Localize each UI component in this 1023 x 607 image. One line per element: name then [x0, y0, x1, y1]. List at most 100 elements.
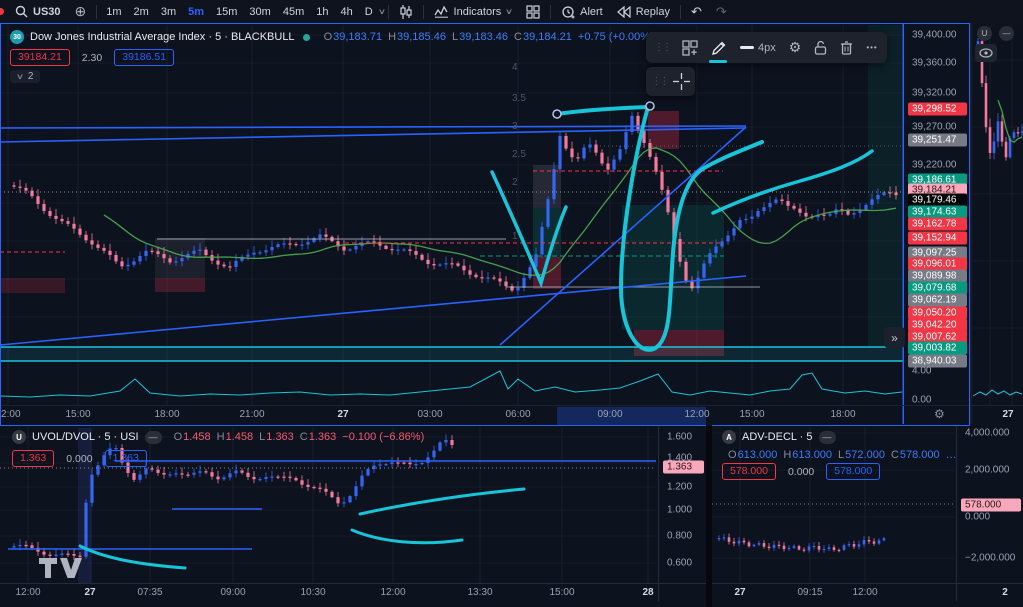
uvol-panel-title[interactable]: UVOL/DVOL · 5 · USI — [32, 431, 139, 443]
brush-v-shape[interactable] — [490, 170, 568, 289]
price-badge: 39,079.68 — [908, 281, 967, 295]
timeframe-3m[interactable]: 3m — [160, 5, 177, 18]
expand-scales-button[interactable]: » — [884, 327, 905, 348]
symbol-search-button[interactable]: US30 — [8, 0, 68, 23]
position-loss-zone-3[interactable] — [155, 278, 205, 292]
mini-collapse-button[interactable]: — — [999, 26, 1014, 41]
ask-price-box[interactable]: 39186.51 — [114, 49, 175, 66]
inline-scale-tick: 2.5 — [512, 149, 526, 160]
uvol-brush-3[interactable] — [358, 487, 526, 516]
price-badge: 39,062.19 — [908, 293, 967, 307]
collapsed-indicators-chip[interactable]: ∨ 2 — [10, 70, 41, 83]
crosshair-icon[interactable] — [672, 73, 690, 90]
timeframe-2m[interactable]: 2m — [133, 5, 149, 18]
time-tick: 18:00 — [154, 409, 180, 420]
drag-handle-icon[interactable]: ⋮⋮ — [651, 76, 669, 87]
alert-button[interactable]: Alert — [554, 0, 610, 23]
drag-handle-icon[interactable]: ⋮⋮ — [654, 42, 672, 53]
change-value: −0.100 (−6.86%) — [342, 431, 425, 443]
ohlc-key: O — [728, 449, 737, 461]
trend-line-upper-2[interactable] — [0, 127, 747, 143]
line-width-button[interactable]: 4px — [739, 40, 777, 56]
brush-color-button[interactable] — [709, 38, 728, 63]
timeframe-chevron-icon[interactable]: ∨ — [377, 7, 386, 16]
timeframe-1m[interactable]: 1m — [106, 5, 122, 18]
mini-time-axis[interactable]: 27 — [971, 405, 1023, 425]
add-symbol-button[interactable]: ⊕ — [74, 3, 87, 19]
main-chart-title[interactable]: Dow Jones Industrial Average Index · 5 ·… — [30, 31, 295, 43]
undo-button[interactable]: ↶ — [690, 3, 702, 19]
layout-button[interactable] — [519, 0, 547, 23]
ohlc-value: 39,184.21 — [522, 31, 572, 43]
time-tick: 13:30 — [467, 587, 493, 598]
drawing-handle-right[interactable] — [645, 101, 655, 111]
dow30-logo-icon: 30 — [10, 30, 24, 44]
timeframe-5m[interactable]: 5m — [188, 5, 205, 18]
price-badge: 39,298.52 — [908, 102, 967, 116]
main-time-axis[interactable]: ⚙ 12:00 15:00 18:00 21:00 27 03:00 06:00 09:00 1… — [0, 405, 969, 425]
lock-drawing-button[interactable] — [813, 38, 828, 57]
price-badge: 38,940.03 — [908, 354, 967, 368]
drawing-handle-left[interactable] — [552, 109, 562, 119]
uvol-ohlc-values: O1.458 H1.458 L1.363 C1.363 −0.100 (−6.86%) — [168, 431, 425, 443]
uvol-price-scale[interactable]: 1.600 1.400 1.363 1.200 1.000 0.800 0.600 — [658, 425, 707, 601]
timeframe-D[interactable]: D — [364, 5, 373, 18]
drawing-templates-button[interactable] — [681, 38, 699, 58]
uvol-time-axis[interactable]: 12:00 27 07:35 09:00 10:30 12:00 13:30 15:00 28 — [0, 583, 706, 603]
timeframe-15m[interactable]: 15m — [216, 5, 238, 18]
ohlc-value: 613.000 — [737, 449, 778, 461]
uvol-brush-1[interactable] — [78, 544, 187, 570]
brush-loop[interactable] — [618, 105, 764, 352]
indicators-button[interactable]: Indicators ∨ — [427, 0, 520, 23]
uvol-ask-box[interactable]: 1.363 — [104, 450, 147, 467]
uvol-hide-button[interactable]: — — [144, 430, 162, 444]
brush-horizontal-line[interactable] — [555, 105, 650, 116]
brush-swoosh[interactable] — [711, 149, 874, 215]
uvol-panel-legend[interactable]: U UVOL/DVOL · 5 · USI — O1.458 H1.458 L1.3… — [12, 430, 424, 444]
adv-price-scale[interactable]: 4,000.000 2,000.000 578.000 0.000 −2,000.000 — [956, 425, 1023, 601]
mini-symbol-badge[interactable]: U — [977, 26, 992, 41]
chart-style-button[interactable] — [392, 0, 420, 23]
price-tick: 0.800 — [667, 530, 693, 542]
axis-settings-gear-icon[interactable]: ⚙ — [934, 407, 945, 421]
time-tick: 28 — [642, 587, 654, 598]
mini-visibility-button[interactable] — [975, 44, 997, 62]
ohlc-key: C — [299, 431, 308, 443]
symbol-label: US30 — [33, 5, 61, 18]
redo-button[interactable]: ↷ — [715, 3, 727, 19]
price-badge: 39,089.98 — [908, 269, 967, 283]
adv-panel-title[interactable]: ADV-DECL · 5 — [742, 431, 813, 443]
toolbar-divider — [679, 4, 681, 19]
price-tick: 0.600 — [667, 557, 693, 569]
tradingview-logo[interactable] — [38, 556, 90, 585]
timeframe-30m[interactable]: 30m — [249, 5, 271, 18]
delete-drawing-button[interactable] — [839, 38, 854, 57]
timeframe-1h[interactable]: 1h — [316, 5, 329, 18]
adv-time-axis[interactable]: 27 09:15 12:00 2 — [712, 583, 1023, 603]
replay-button[interactable]: Replay — [610, 0, 677, 23]
indicators-icon — [433, 5, 449, 18]
trend-line-upper-1[interactable] — [0, 125, 747, 129]
more-options-button[interactable]: ••• — [866, 43, 878, 52]
price-tick: 1.000 — [667, 504, 693, 516]
uvol-bid-box[interactable]: 1.363 — [12, 450, 55, 467]
timeframe-4h[interactable]: 4h — [340, 5, 353, 18]
time-tick: 21:00 — [239, 409, 265, 420]
position-loss-zone-4[interactable] — [0, 278, 65, 293]
time-tick: 15:00 — [65, 409, 91, 420]
ohlc-value: 578.000 — [899, 449, 940, 461]
price-badge: 39,174.63 — [908, 205, 967, 219]
main-chart-legend[interactable]: 30 Dow Jones Industrial Average Index · … — [10, 30, 654, 44]
bottom-panels-divider[interactable] — [706, 425, 712, 607]
timeframe-45m[interactable]: 45m — [282, 5, 305, 18]
drawing-settings-button[interactable]: ⚙ — [788, 39, 802, 55]
ohlc-value: 1.458 — [183, 431, 211, 443]
adv-panel-legend[interactable]: A ADV-DECL · 5 — — [722, 430, 836, 444]
bid-price-box[interactable]: 39184.21 — [10, 49, 70, 66]
main-price-scale[interactable]: 39,400.00 39,360.00 39,320.00 39,298.52 39,2… — [903, 23, 970, 424]
adv-bid-box[interactable]: 578.000 — [722, 463, 776, 480]
adv-ask-box[interactable]: 578.000 — [826, 463, 881, 480]
adv-hide-button[interactable]: — — [818, 430, 836, 444]
uvol-brush-2[interactable] — [350, 528, 464, 545]
